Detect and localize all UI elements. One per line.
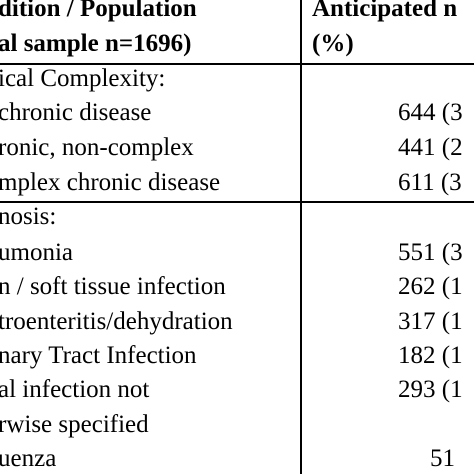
row-value: 644 (3 [398,99,463,126]
row-label: ronic, non-complex [0,134,194,161]
row-value: 551 (3 [398,239,463,266]
row-value: 182 (1 [398,342,463,369]
section-rule [0,201,474,203]
section-heading-diagnosis: nosis: [0,203,57,230]
row-value: 611 (3 [398,169,462,196]
row-label: nary Tract Infection [0,342,197,369]
column-divider [300,0,302,474]
row-label: troenteritis/dehydration [0,308,233,335]
row-label: rwise specified [0,411,149,438]
header-anticipated-line1: Anticipated n [312,0,458,22]
row-label: n / soft tissue infection [0,273,226,300]
row-value: 293 (1 [398,376,463,403]
row-value: 262 (1 [398,273,463,300]
row-label: al infection not [0,376,150,403]
row-value: 441 (2 [398,134,463,161]
row-label: chronic disease [0,99,152,126]
section-heading-medical-complexity: ical Complexity: [0,65,166,92]
row-label: mplex chronic disease [0,169,221,196]
header-rule [0,63,474,65]
header-anticipated-line2: (%) [312,30,354,57]
row-value: 51 [430,445,455,472]
header-condition-line1: dition / Population [0,0,197,22]
row-value: 317 (1 [398,308,463,335]
header-condition-line2: al sample n=1696) [0,30,192,57]
row-label: umonia [0,239,73,266]
row-label: uenza [0,445,57,472]
